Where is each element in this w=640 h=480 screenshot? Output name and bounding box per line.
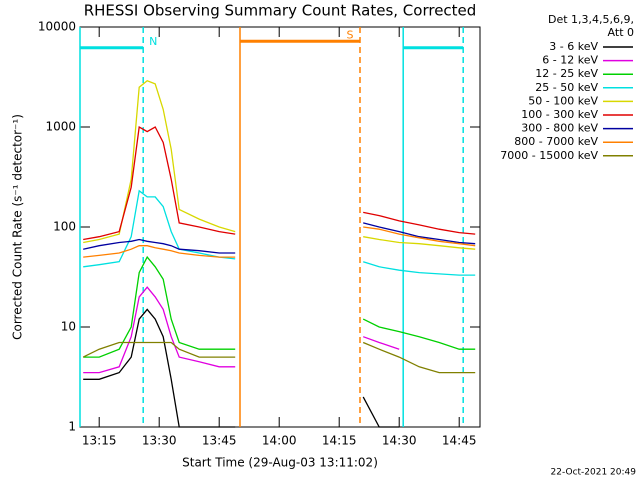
x-tick-label: 14:45 xyxy=(442,434,477,448)
series-line xyxy=(83,286,236,374)
series-line xyxy=(363,222,476,245)
legend-label: 300 - 800 keV xyxy=(521,122,598,135)
legend-label: 3 - 6 keV xyxy=(549,40,598,53)
series-line xyxy=(363,261,476,276)
x-tick-label: 13:30 xyxy=(142,434,177,448)
series-line xyxy=(362,341,476,374)
y-tick-label: 10000 xyxy=(38,20,76,34)
series-line xyxy=(362,336,400,350)
legend-label: 25 - 50 keV xyxy=(535,81,598,94)
series-line xyxy=(83,238,236,254)
x-axis-label: Start Time (29-Aug-03 13:11:02) xyxy=(182,456,378,470)
series-line xyxy=(82,341,236,358)
flag-label: S xyxy=(347,28,354,41)
series-line xyxy=(83,189,236,268)
x-tick-label: 14:30 xyxy=(382,434,417,448)
x-tick-label: 14:15 xyxy=(322,434,357,448)
series-line xyxy=(362,396,400,428)
y-tick-label: 1000 xyxy=(45,120,76,134)
legend-label: 12 - 25 keV xyxy=(535,67,598,80)
legend-label: 800 - 7000 keV xyxy=(514,135,598,148)
series-line xyxy=(83,80,236,244)
x-tick-label: 14:00 xyxy=(262,434,297,448)
series-line xyxy=(363,211,476,235)
series-line xyxy=(83,125,236,241)
series-line xyxy=(362,318,476,350)
series-line xyxy=(83,245,236,258)
chart-title: RHESSI Observing Summary Count Rates, Co… xyxy=(84,2,477,20)
legend-header: Det 1,3,4,5,6,9, xyxy=(548,13,634,26)
legend-label: 7000 - 15000 keV xyxy=(500,149,598,162)
footer: 22-Oct-2021 20:49 xyxy=(551,468,637,478)
y-tick-label: 1 xyxy=(68,420,76,434)
y-axis-label: Corrected Count Rate (s⁻¹ detector⁻¹) xyxy=(11,114,25,340)
series-line xyxy=(83,255,236,358)
series-line xyxy=(83,308,236,428)
legend-label: 100 - 300 keV xyxy=(521,108,598,121)
legend-label: 50 - 100 keV xyxy=(528,94,598,107)
y-tick-label: 10 xyxy=(61,320,76,334)
legend-header: Att 0 xyxy=(608,26,634,39)
y-tick-label: 100 xyxy=(53,220,76,234)
series-line xyxy=(363,236,476,250)
series-line xyxy=(363,226,476,247)
x-tick-label: 13:45 xyxy=(202,434,237,448)
x-tick-label: 13:15 xyxy=(82,434,117,448)
legend-label: 6 - 12 keV xyxy=(542,54,598,67)
flag-label: N xyxy=(149,35,157,48)
